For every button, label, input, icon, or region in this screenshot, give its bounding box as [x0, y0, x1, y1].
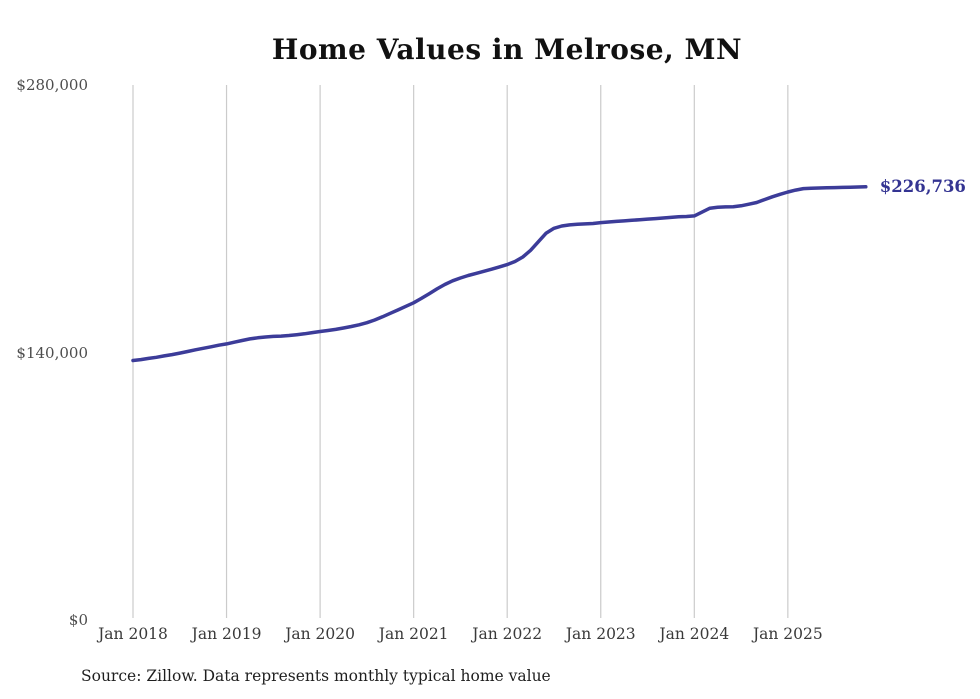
- x-tick-label: Jan 2022: [472, 625, 543, 643]
- x-tick-label: Jan 2023: [565, 625, 636, 643]
- x-tick-label: Jan 2019: [191, 625, 262, 643]
- year-gridlines: [132, 85, 789, 618]
- y-tick-label: $140,000: [16, 343, 88, 362]
- x-tick-label: Jan 2024: [659, 625, 730, 643]
- x-tick-label: Jan 2018: [98, 625, 168, 643]
- chart-title: Home Values in Melrose, MN: [271, 33, 743, 66]
- latest-value-label: $226,736: [879, 176, 966, 196]
- x-tick-label: Jan 2021: [378, 625, 449, 643]
- x-tick-label: Jan 2020: [285, 625, 355, 643]
- home-value-line: [131, 185, 868, 363]
- x-tick-label: Jan 2025: [752, 625, 823, 643]
- source-note: Source: Zillow. Data represents monthly …: [81, 667, 551, 685]
- y-tick-label: $0: [68, 611, 88, 629]
- y-tick-label: $280,000: [16, 76, 88, 94]
